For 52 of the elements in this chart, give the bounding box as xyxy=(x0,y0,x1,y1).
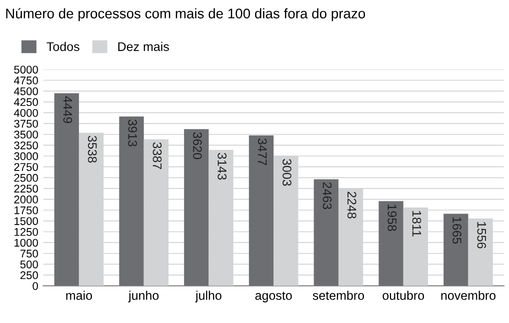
data-label: 1958 xyxy=(388,204,397,231)
bar xyxy=(119,116,144,286)
data-label: 3143 xyxy=(218,152,227,180)
bar xyxy=(54,93,79,286)
legend-label: Dez mais xyxy=(118,42,169,52)
data-label: 3003 xyxy=(282,158,292,186)
x-tick-label: junho xyxy=(128,290,159,302)
data-label: 3913 xyxy=(128,120,137,146)
y-tick-label: 1500 xyxy=(14,217,38,226)
data-label: 1556 xyxy=(477,222,486,248)
data-label: 4449 xyxy=(63,96,72,124)
y-tick-label: 4250 xyxy=(14,98,38,106)
y-tick-label: 3750 xyxy=(14,120,38,128)
y-tick-label: 1000 xyxy=(14,238,38,247)
data-label: 1665 xyxy=(452,217,462,244)
x-tick-label: julho xyxy=(195,290,222,302)
y-tick-label: 3250 xyxy=(14,141,38,150)
bar xyxy=(184,129,209,286)
x-tick-label: agosto xyxy=(255,292,292,302)
y-tick-label: 2000 xyxy=(14,196,38,204)
y-tick-label: 4500 xyxy=(14,87,38,96)
y-tick-label: 0 xyxy=(32,282,38,290)
x-tick-label: setembro xyxy=(312,290,364,300)
y-tick-label: 4000 xyxy=(14,108,38,117)
data-label: 2463 xyxy=(322,182,332,210)
y-tick-label: 2500 xyxy=(14,174,38,182)
bar xyxy=(248,135,274,286)
bar xyxy=(378,201,404,286)
bar xyxy=(444,214,468,286)
legend-label: Todos xyxy=(46,42,80,52)
y-tick-label: 3500 xyxy=(14,130,38,139)
y-tick-label: 500 xyxy=(20,260,38,268)
data-label: 2248 xyxy=(347,192,356,218)
x-tick-label: maio xyxy=(66,290,92,300)
y-tick-label: 2250 xyxy=(14,184,38,193)
data-label: 3387 xyxy=(152,142,162,170)
data-label: 3620 xyxy=(193,132,202,160)
data-label: 3477 xyxy=(258,138,267,166)
x-tick-label: novembro xyxy=(441,290,496,300)
y-tick-label: 5000 xyxy=(14,66,38,74)
y-tick-label: 750 xyxy=(20,250,38,258)
x-tick-label: outubro xyxy=(382,290,424,300)
bar xyxy=(314,179,338,286)
y-tick-label: 1750 xyxy=(14,206,38,214)
data-label: 1811 xyxy=(412,211,422,236)
y-tick-label: 250 xyxy=(20,271,38,280)
y-tick-label: 4750 xyxy=(14,76,38,84)
data-label: 3538 xyxy=(88,136,97,163)
y-tick-label: 3000 xyxy=(14,152,38,160)
chart-title: Número de processos com mais de 100 dias fora do prazo xyxy=(6,8,366,22)
y-tick-label: 2750 xyxy=(14,163,38,171)
y-tick-label: 1250 xyxy=(14,228,38,236)
